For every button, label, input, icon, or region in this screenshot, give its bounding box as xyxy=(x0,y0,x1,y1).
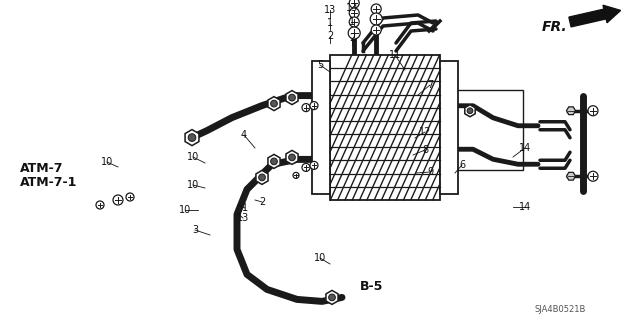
Bar xyxy=(440,61,458,194)
Circle shape xyxy=(289,154,296,161)
Bar xyxy=(330,55,440,200)
Circle shape xyxy=(329,294,335,301)
Text: 2: 2 xyxy=(327,31,333,41)
Text: 11: 11 xyxy=(389,50,401,60)
Polygon shape xyxy=(465,105,475,117)
Text: 2: 2 xyxy=(349,33,355,43)
Circle shape xyxy=(310,161,318,169)
Text: 13: 13 xyxy=(324,5,336,15)
Text: 14: 14 xyxy=(519,202,531,212)
Circle shape xyxy=(293,172,299,178)
Text: B-5: B-5 xyxy=(360,280,383,293)
Circle shape xyxy=(349,17,359,27)
Text: 10: 10 xyxy=(187,152,199,162)
Text: 2: 2 xyxy=(259,197,265,207)
Circle shape xyxy=(271,100,277,107)
Text: 10: 10 xyxy=(179,205,191,215)
Circle shape xyxy=(371,4,381,14)
Text: 6: 6 xyxy=(459,160,465,170)
Circle shape xyxy=(310,101,318,110)
Text: 1: 1 xyxy=(242,203,248,213)
Circle shape xyxy=(467,108,473,114)
Text: 1: 1 xyxy=(327,18,333,28)
FancyArrow shape xyxy=(569,5,621,27)
Text: ATM-7: ATM-7 xyxy=(20,161,63,174)
Circle shape xyxy=(348,27,360,39)
Text: 10: 10 xyxy=(101,157,113,167)
Polygon shape xyxy=(566,107,575,115)
Text: 10: 10 xyxy=(314,253,326,263)
Polygon shape xyxy=(566,172,575,180)
Polygon shape xyxy=(326,290,338,304)
Circle shape xyxy=(271,158,277,165)
Circle shape xyxy=(126,193,134,201)
Circle shape xyxy=(289,94,296,101)
Circle shape xyxy=(188,134,196,141)
Polygon shape xyxy=(185,130,199,145)
Text: 5: 5 xyxy=(317,60,323,70)
Text: SJA4B0521B: SJA4B0521B xyxy=(534,306,586,315)
Circle shape xyxy=(349,8,359,18)
Circle shape xyxy=(371,25,381,35)
Circle shape xyxy=(370,13,382,25)
Polygon shape xyxy=(286,150,298,164)
Text: 12: 12 xyxy=(419,127,431,137)
Text: 1: 1 xyxy=(349,17,355,27)
Bar xyxy=(453,90,523,170)
Circle shape xyxy=(302,163,310,171)
Circle shape xyxy=(259,174,266,181)
Polygon shape xyxy=(286,91,298,105)
Circle shape xyxy=(588,171,598,181)
Polygon shape xyxy=(268,97,280,111)
Text: 13: 13 xyxy=(346,3,358,13)
Text: 14: 14 xyxy=(519,143,531,153)
Circle shape xyxy=(113,195,123,205)
Circle shape xyxy=(302,104,310,112)
Text: 10: 10 xyxy=(187,180,199,190)
Circle shape xyxy=(588,106,598,116)
Text: 3: 3 xyxy=(192,225,198,235)
Polygon shape xyxy=(256,170,268,184)
Text: 8: 8 xyxy=(422,145,428,155)
Circle shape xyxy=(96,201,104,209)
Polygon shape xyxy=(268,154,280,168)
Circle shape xyxy=(349,0,359,8)
Text: 7: 7 xyxy=(427,80,433,90)
Text: 13: 13 xyxy=(237,213,249,223)
Text: FR.: FR. xyxy=(542,20,568,34)
Text: 9: 9 xyxy=(427,167,433,177)
Text: 4: 4 xyxy=(241,130,247,140)
Text: ATM-7-1: ATM-7-1 xyxy=(20,175,77,189)
Bar xyxy=(312,61,330,194)
